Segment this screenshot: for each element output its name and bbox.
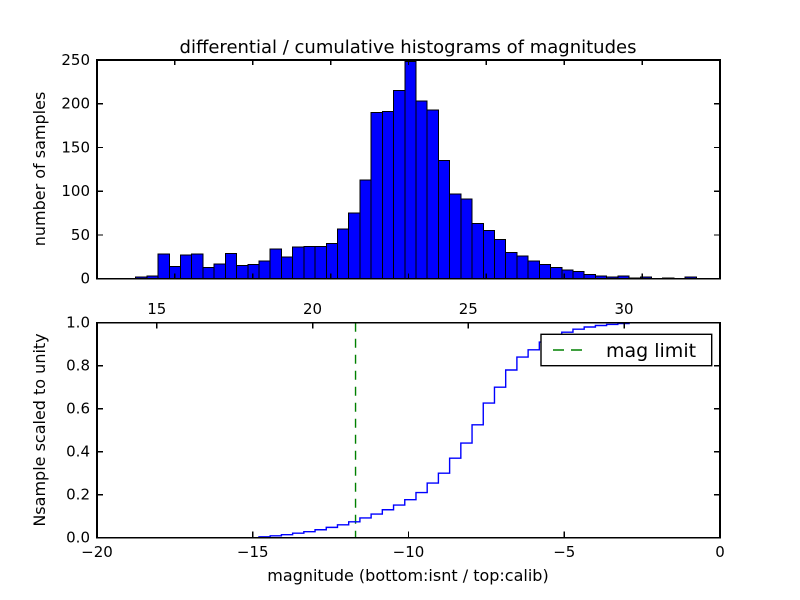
top-y-axis-label: number of samples bbox=[30, 92, 49, 247]
histogram-bar bbox=[236, 265, 249, 280]
histogram-bar bbox=[415, 100, 428, 280]
calib-tick-label: 15 bbox=[147, 300, 166, 318]
histogram-bar bbox=[224, 252, 238, 280]
figure-title: differential / cumulative histograms of … bbox=[180, 37, 637, 58]
bottom-x-tick-label: −5 bbox=[553, 543, 575, 561]
top-y-tick-label: 150 bbox=[61, 138, 90, 156]
calib-tick-label: 30 bbox=[615, 300, 634, 318]
histogram-bar bbox=[437, 160, 451, 280]
calib-tick-label: 25 bbox=[459, 300, 478, 318]
bottom-x-tick-label: −20 bbox=[81, 543, 113, 561]
histogram-bar bbox=[471, 223, 484, 280]
histogram-bar bbox=[336, 228, 350, 280]
histogram-bar bbox=[538, 264, 552, 280]
legend-box bbox=[540, 333, 713, 367]
histogram-bar bbox=[370, 111, 383, 280]
calib-axis-labels: 15 20 25 30 bbox=[147, 300, 633, 318]
bottom-y-tick-label: 0.8 bbox=[66, 357, 90, 375]
histogram-bar bbox=[280, 256, 294, 280]
bottom-cumulative-plot: −20 −15 −10 −5 0 0.0 0.2 0.4 0.6 0.8 1.0 bbox=[66, 314, 725, 561]
histogram-bar bbox=[393, 90, 406, 280]
top-y-tick-label: 0 bbox=[80, 270, 90, 288]
histogram-bar bbox=[258, 260, 271, 280]
histogram-bar bbox=[191, 253, 204, 280]
histogram-bar bbox=[550, 266, 563, 280]
histogram-bar bbox=[482, 230, 495, 280]
histogram-bar bbox=[527, 260, 540, 280]
bottom-y-tick-label: 0.0 bbox=[66, 529, 90, 547]
top-y-tick-label: 50 bbox=[71, 226, 90, 244]
histogram-bar bbox=[460, 198, 473, 280]
bottom-y-tick-label: 0.2 bbox=[66, 486, 90, 504]
histogram-bar bbox=[292, 246, 305, 280]
bottom-x-tick-label: −10 bbox=[393, 543, 425, 561]
legend-label: mag limit bbox=[606, 340, 696, 362]
bottom-y-tick-label: 1.0 bbox=[66, 314, 90, 332]
histogram-bar bbox=[314, 245, 327, 280]
legend: mag limit bbox=[540, 333, 713, 367]
histogram-bar bbox=[516, 255, 529, 280]
histogram-bar bbox=[572, 271, 585, 280]
histogram-bar bbox=[449, 193, 462, 280]
histogram-bar bbox=[426, 109, 439, 280]
histogram-bar bbox=[213, 263, 226, 280]
histogram-bar bbox=[561, 269, 574, 280]
histogram-bar bbox=[179, 254, 193, 280]
top-y-tick-label: 250 bbox=[61, 51, 90, 69]
histogram-bar bbox=[325, 243, 338, 280]
histogram-bar bbox=[359, 179, 372, 280]
histogram-bar bbox=[202, 266, 215, 280]
histogram-bar bbox=[303, 245, 316, 280]
cumulative-curve bbox=[97, 322, 721, 539]
x-axis-label: magnitude (bottom:isnt / top:calib) bbox=[267, 566, 548, 585]
histogram-bar bbox=[404, 61, 417, 280]
bottom-x-tick-label: 0 bbox=[715, 543, 725, 561]
histogram-bar bbox=[493, 238, 507, 280]
histogram-bar bbox=[269, 248, 282, 280]
bottom-x-tick-label: −15 bbox=[237, 543, 269, 561]
histogram-bar bbox=[381, 111, 395, 280]
histogram-bar bbox=[348, 212, 361, 280]
top-y-tick-label: 200 bbox=[61, 95, 90, 113]
top-y-tick-label: 100 bbox=[61, 182, 90, 200]
histogram-bar bbox=[157, 253, 170, 280]
histogram-bar bbox=[505, 251, 518, 280]
bottom-y-axis-label: Nsample scaled to unity bbox=[30, 333, 49, 526]
top-histogram-plot: 0 50 100 150 200 250 bbox=[61, 51, 721, 288]
bottom-y-tick-label: 0.6 bbox=[66, 400, 90, 418]
calib-tick-label: 20 bbox=[303, 300, 322, 318]
bottom-y-tick-label: 0.4 bbox=[66, 443, 90, 461]
